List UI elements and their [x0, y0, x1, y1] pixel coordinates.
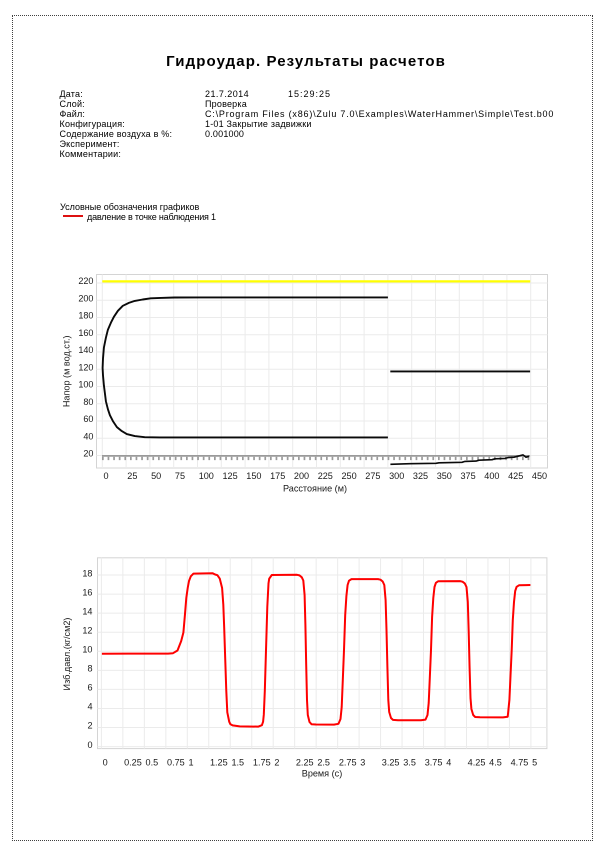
svg-text:4.25: 4.25: [468, 757, 486, 767]
svg-text:120: 120: [78, 362, 93, 372]
svg-text:400: 400: [484, 471, 499, 481]
svg-text:1: 1: [189, 757, 194, 767]
svg-text:0: 0: [103, 757, 108, 767]
svg-text:40: 40: [83, 431, 93, 441]
svg-text:12: 12: [82, 625, 92, 635]
svg-text:5: 5: [532, 757, 537, 767]
svg-text:Время (с): Время (с): [302, 769, 343, 779]
svg-text:0: 0: [104, 471, 109, 481]
svg-text:25: 25: [127, 471, 137, 481]
svg-text:4.5: 4.5: [489, 757, 502, 767]
svg-text:0.75: 0.75: [167, 757, 185, 767]
svg-text:350: 350: [437, 471, 452, 481]
svg-text:Расстояние (м): Расстояние (м): [283, 484, 347, 494]
svg-text:8: 8: [87, 664, 92, 674]
svg-text:220: 220: [78, 276, 93, 286]
svg-text:80: 80: [83, 397, 93, 407]
svg-text:425: 425: [508, 471, 523, 481]
svg-text:3: 3: [360, 757, 365, 767]
svg-text:1.75: 1.75: [253, 757, 271, 767]
svg-text:100: 100: [199, 471, 214, 481]
svg-text:160: 160: [78, 328, 93, 338]
svg-text:180: 180: [78, 311, 93, 321]
svg-text:150: 150: [246, 471, 261, 481]
svg-text:4: 4: [87, 702, 92, 712]
svg-text:10: 10: [82, 645, 92, 655]
svg-text:18: 18: [82, 568, 92, 578]
svg-text:225: 225: [318, 471, 333, 481]
svg-text:2.75: 2.75: [339, 757, 357, 767]
svg-text:1.5: 1.5: [231, 757, 244, 767]
svg-text:3.5: 3.5: [403, 757, 416, 767]
svg-text:1.25: 1.25: [210, 757, 228, 767]
svg-text:0: 0: [87, 740, 92, 750]
svg-text:0.25: 0.25: [124, 757, 142, 767]
svg-text:3.75: 3.75: [425, 757, 443, 767]
svg-text:300: 300: [389, 471, 404, 481]
svg-text:2: 2: [87, 721, 92, 731]
svg-text:60: 60: [83, 414, 93, 424]
svg-text:Изб.давл.(кг/см2): Изб.давл.(кг/см2): [62, 618, 72, 691]
svg-text:3.25: 3.25: [382, 757, 400, 767]
svg-text:0.5: 0.5: [146, 757, 159, 767]
svg-text:140: 140: [78, 345, 93, 355]
svg-text:325: 325: [413, 471, 428, 481]
svg-text:4.75: 4.75: [511, 757, 529, 767]
svg-text:75: 75: [175, 471, 185, 481]
svg-text:200: 200: [294, 471, 309, 481]
svg-text:200: 200: [78, 293, 93, 303]
svg-text:2: 2: [274, 757, 279, 767]
svg-text:125: 125: [223, 471, 238, 481]
svg-text:20: 20: [83, 449, 93, 459]
svg-text:4: 4: [446, 757, 451, 767]
svg-text:6: 6: [87, 683, 92, 693]
svg-text:100: 100: [78, 380, 93, 390]
svg-text:2.5: 2.5: [317, 757, 330, 767]
svg-text:16: 16: [82, 587, 92, 597]
svg-text:50: 50: [151, 471, 161, 481]
svg-text:250: 250: [342, 471, 357, 481]
svg-text:450: 450: [532, 471, 547, 481]
svg-text:2.25: 2.25: [296, 757, 314, 767]
svg-text:14: 14: [82, 606, 92, 616]
svg-text:375: 375: [461, 471, 476, 481]
svg-text:Напор (м вод.ст.): Напор (м вод.ст.): [62, 335, 72, 407]
svg-text:275: 275: [365, 471, 380, 481]
svg-text:175: 175: [270, 471, 285, 481]
